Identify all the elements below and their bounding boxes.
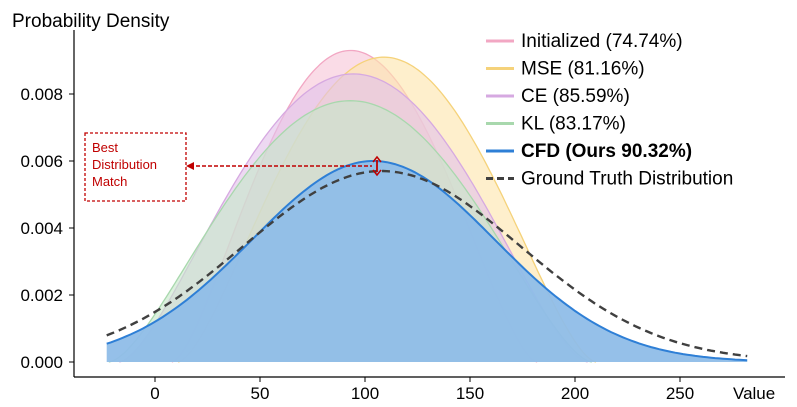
legend-label-kl-83-17: KL (83.17%) bbox=[521, 114, 626, 135]
x-tick-label: 250 bbox=[666, 384, 694, 403]
y-tick-label: 0.004 bbox=[20, 219, 63, 238]
annotation-arrowhead bbox=[186, 162, 194, 170]
legend-label-ground-truth-distribution: Ground Truth Distribution bbox=[521, 169, 733, 190]
y-tick-label: 0.008 bbox=[20, 85, 63, 104]
x-tick-label: 100 bbox=[351, 384, 379, 403]
annotation-text: Best bbox=[92, 140, 118, 155]
y-tick-label: 0.000 bbox=[20, 353, 63, 372]
legend: Initialized (74.74%) MSE (81.16%) CE (85.5… bbox=[486, 31, 733, 190]
x-axis-label: Value bbox=[733, 384, 775, 403]
legend-label-initialized-74-74: Initialized (74.74%) bbox=[521, 31, 683, 52]
series-area-cfd-ours-90-32 bbox=[106, 161, 748, 362]
x-tick-label: 200 bbox=[561, 384, 589, 403]
annotation-box bbox=[84, 132, 187, 202]
series-line-ground-truth-distribution bbox=[106, 169, 748, 358]
chart-title: Probability Density bbox=[12, 11, 170, 32]
y-tick-label: 0.002 bbox=[20, 286, 63, 305]
legend-label-ce-85-59: CE (85.59%) bbox=[521, 86, 630, 107]
axes bbox=[73, 30, 785, 378]
annotation-text: Match bbox=[92, 174, 127, 189]
annotation-gap-arrows bbox=[372, 155, 382, 177]
legend-label-mse-81-16: MSE (81.16%) bbox=[521, 59, 645, 80]
x-tick-label: 150 bbox=[456, 384, 484, 403]
x-tick-label: 50 bbox=[251, 384, 270, 403]
legend-label-cfd-ours-90-32: CFD (Ours 90.32%) bbox=[521, 141, 692, 162]
annotation-text: Distribution bbox=[92, 157, 157, 172]
ticks: 0 50 100 150 200 250 0.000 0.002 0.004 0.006 0.008 bbox=[20, 85, 694, 403]
y-tick-label: 0.006 bbox=[20, 152, 63, 171]
best-match-annotation: Best Distribution Match bbox=[84, 132, 382, 202]
x-tick-label: 0 bbox=[150, 384, 159, 403]
series-areas bbox=[106, 49, 748, 363]
series-line-cfd-ours-90-32 bbox=[106, 160, 748, 362]
